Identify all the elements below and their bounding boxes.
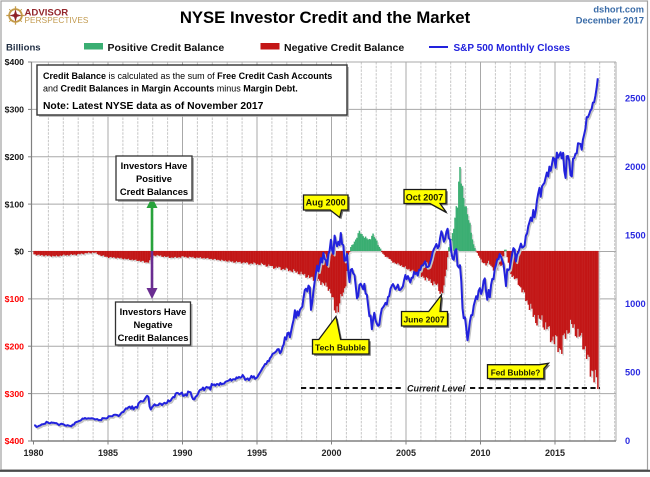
svg-text:2500: 2500 bbox=[625, 94, 646, 104]
svg-text:December 2017: December 2017 bbox=[576, 16, 644, 26]
svg-text:dshort.com: dshort.com bbox=[593, 5, 644, 15]
svg-text:S&P 500 Monthly Closes: S&P 500 Monthly Closes bbox=[454, 43, 571, 54]
svg-text:500: 500 bbox=[625, 368, 641, 378]
svg-text:$400: $400 bbox=[5, 57, 24, 67]
svg-text:1985: 1985 bbox=[98, 448, 118, 458]
svg-text:$200: $200 bbox=[5, 152, 24, 162]
svg-text:NYSE Investor Credit and the M: NYSE Investor Credit and the Market bbox=[180, 8, 471, 27]
svg-text:Investors Have: Investors Have bbox=[121, 160, 188, 171]
svg-text:Tech Bubble: Tech Bubble bbox=[315, 342, 366, 352]
svg-text:$200: $200 bbox=[5, 341, 24, 351]
svg-text:Negative: Negative bbox=[133, 319, 172, 330]
svg-text:ADVISOR: ADVISOR bbox=[25, 8, 69, 19]
svg-text:1995: 1995 bbox=[247, 448, 267, 458]
svg-text:2005: 2005 bbox=[396, 448, 416, 458]
svg-text:2000: 2000 bbox=[625, 162, 646, 172]
svg-text:PERSPECTIVES: PERSPECTIVES bbox=[25, 16, 89, 25]
svg-text:$300: $300 bbox=[5, 389, 24, 399]
svg-text:1990: 1990 bbox=[172, 448, 192, 458]
svg-text:Credit Balance is calculated a: Credit Balance is calculated as the sum … bbox=[43, 71, 332, 81]
svg-text:$300: $300 bbox=[5, 105, 24, 115]
svg-text:Note: Latest NYSE data as of N: Note: Latest NYSE data as of November 20… bbox=[43, 101, 264, 112]
svg-text:$0: $0 bbox=[14, 247, 24, 257]
svg-text:Positive Credit Balance: Positive Credit Balance bbox=[108, 42, 225, 54]
svg-text:June 2007: June 2007 bbox=[403, 314, 444, 324]
svg-text:2015: 2015 bbox=[545, 448, 565, 458]
svg-text:Investors Have: Investors Have bbox=[120, 306, 187, 317]
svg-text:Credit Balances: Credit Balances bbox=[118, 332, 189, 343]
svg-text:Credt Balances: Credt Balances bbox=[120, 186, 188, 197]
svg-text:1500: 1500 bbox=[625, 231, 646, 241]
svg-text:Oct 2007: Oct 2007 bbox=[406, 192, 444, 202]
svg-text:1980: 1980 bbox=[23, 448, 43, 458]
svg-text:Aug 2000: Aug 2000 bbox=[306, 197, 346, 207]
svg-text:$400: $400 bbox=[5, 436, 24, 446]
svg-text:0: 0 bbox=[625, 436, 630, 446]
svg-text:$100: $100 bbox=[5, 199, 24, 209]
svg-text:1000: 1000 bbox=[625, 299, 646, 309]
svg-text:and Credit Balances in Margin: and Credit Balances in Margin Accounts m… bbox=[43, 84, 298, 94]
svg-text:2000: 2000 bbox=[321, 448, 341, 458]
svg-text:$100: $100 bbox=[5, 294, 24, 304]
svg-text:Current Level: Current Level bbox=[407, 384, 466, 394]
svg-text:Negative Credit Balance: Negative Credit Balance bbox=[284, 42, 404, 54]
svg-text:Positive: Positive bbox=[136, 173, 172, 184]
svg-text:2010: 2010 bbox=[470, 448, 490, 458]
svg-text:Billions: Billions bbox=[6, 43, 41, 54]
svg-text:Fed Bubble?: Fed Bubble? bbox=[491, 368, 541, 377]
